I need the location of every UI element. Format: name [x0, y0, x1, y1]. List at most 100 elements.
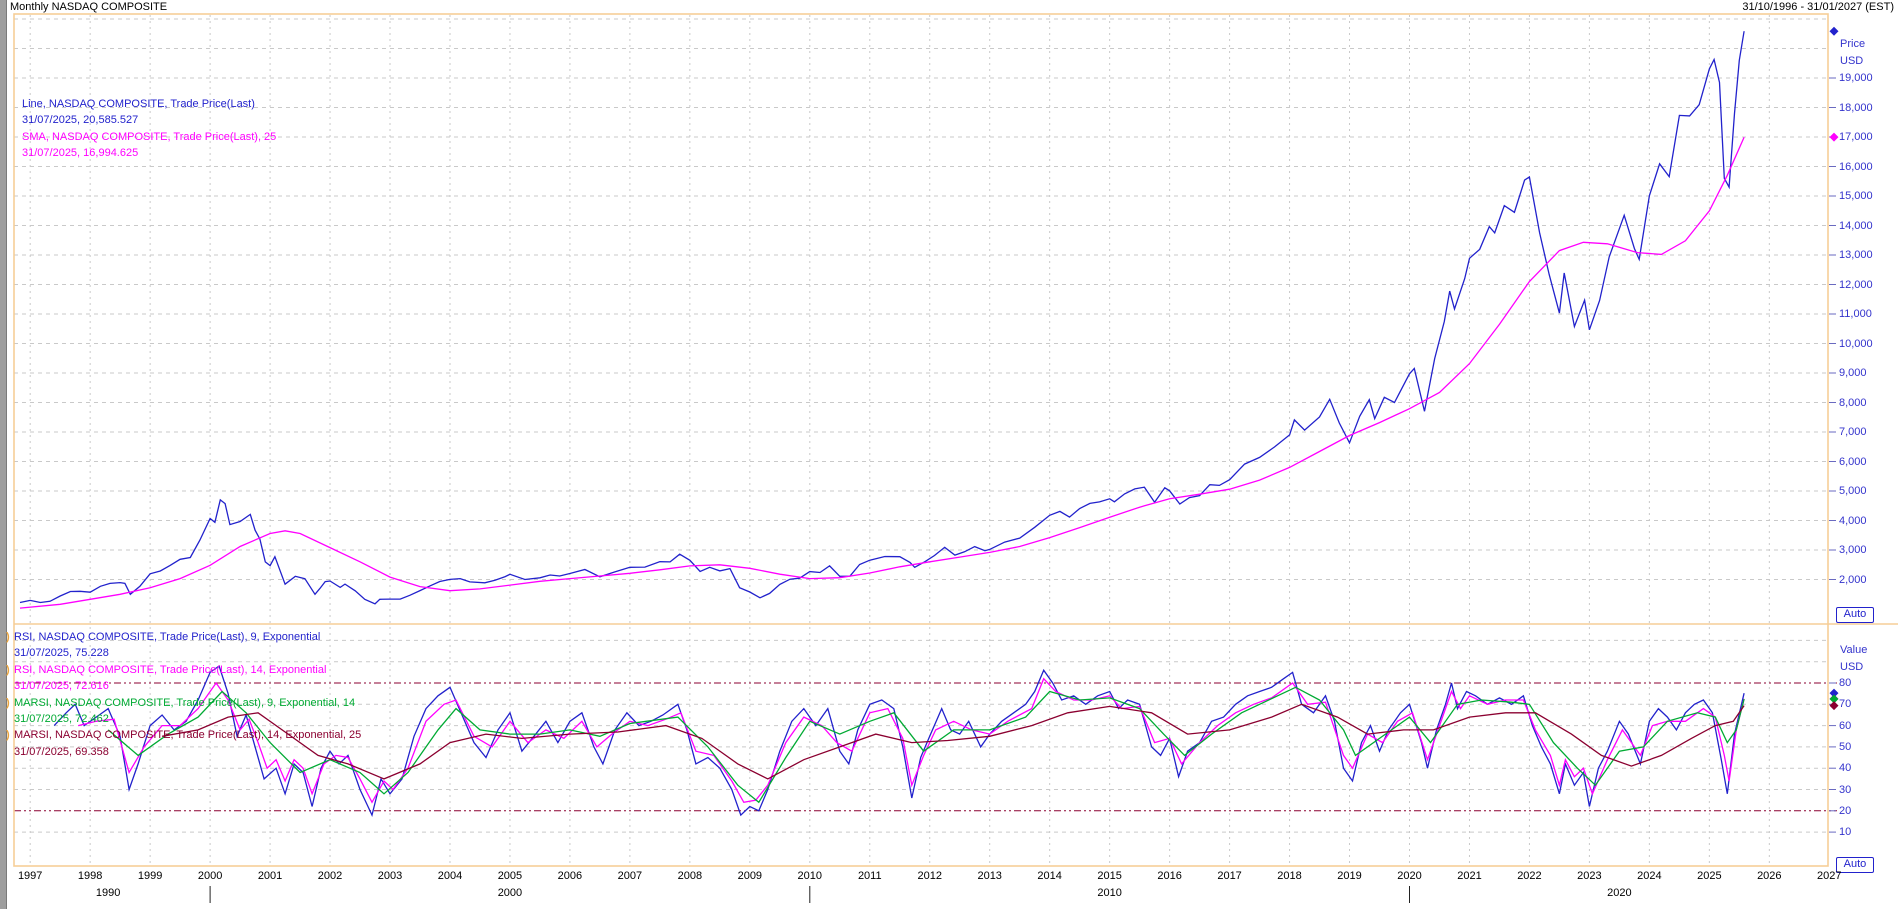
value-tick-label: 50	[1839, 740, 1852, 753]
decade-label: 2010	[1097, 887, 1122, 899]
year-label: 2021	[1457, 870, 1482, 882]
price-tick-label: 11,000	[1839, 308, 1872, 320]
value-tick-label: 30	[1839, 783, 1852, 796]
price-tick-label: 12,000	[1839, 278, 1873, 291]
year-label: 1997	[17, 870, 43, 882]
value-tick-label: 70	[1839, 698, 1852, 711]
price-tick-label: 3,000	[1839, 544, 1867, 556]
value-tick-label: 60	[1839, 719, 1852, 732]
series-line	[107, 686, 1745, 804]
price-tick-label: 4,000	[1839, 514, 1867, 527]
rsi-legend-entry-1[interactable]: ) RSI, NASDAQ COMPOSITE, Trade Price(Last…	[6, 662, 361, 678]
year-label: 1998	[77, 870, 103, 882]
price-tick-label: 9,000	[1839, 367, 1867, 379]
price-axis-title: Price	[1840, 38, 1866, 50]
year-label: 2024	[1637, 870, 1662, 882]
indicator-bracket-icon: )	[6, 696, 10, 709]
rsi-legend-entry-3[interactable]: ) MARSI, NASDAQ COMPOSITE, Trade Price(La…	[6, 727, 361, 743]
year-label: 2004	[437, 870, 463, 882]
decade-label: 2000	[497, 887, 523, 899]
price-tick-label: 18,000	[1839, 101, 1873, 114]
price-legend-value: 31/07/2025, 16,994.625	[22, 147, 139, 160]
year-label: 2003	[377, 870, 403, 882]
price-legend-entry-1[interactable]: SMA, NASDAQ COMPOSITE, Trade Price(Last)…	[14, 129, 276, 145]
decade-label: 1990	[95, 887, 121, 899]
series-line	[161, 703, 1745, 780]
rsi-legend-entry-2[interactable]: ) MARSI, NASDAQ COMPOSITE, Trade Price(La…	[6, 695, 361, 711]
year-label: 2007	[617, 870, 643, 882]
panel-border	[13, 13, 1829, 867]
rsi-legend-label: RSI, NASDAQ COMPOSITE, Trade Price(Last)…	[14, 663, 327, 676]
year-label: 2010	[797, 870, 823, 882]
year-label: 2022	[1517, 870, 1542, 882]
last-value-marker	[1829, 26, 1839, 36]
year-label: 2020	[1397, 870, 1422, 882]
year-label: 2025	[1697, 870, 1722, 882]
value-autoscale-button[interactable]: Auto	[1836, 857, 1874, 873]
price-legend-label: SMA, NASDAQ COMPOSITE, Trade Price(Last)…	[22, 130, 277, 143]
year-label: 2012	[917, 870, 942, 882]
indicator-bracket-icon: )	[6, 663, 10, 676]
price-autoscale-button[interactable]: Auto	[1836, 607, 1874, 623]
price-tick-label: 14,000	[1839, 219, 1873, 232]
year-label: 2008	[677, 870, 703, 882]
value-axis-title: Value	[1840, 644, 1868, 656]
indicator-bracket-icon: )	[6, 729, 10, 742]
price-legend-entry-0[interactable]: Line, NASDAQ COMPOSITE, Trade Price(Last…	[14, 96, 276, 112]
last-value-marker	[1829, 701, 1839, 711]
price-tick-label: 6,000	[1839, 455, 1867, 468]
value-axis-unit: USD	[1840, 661, 1864, 673]
year-label: 2009	[737, 870, 763, 882]
price-tick-label: 17,000	[1839, 131, 1873, 143]
rsi-legend-value: 31/07/2025, 72.616	[14, 680, 109, 693]
year-label: 2002	[317, 870, 343, 882]
value-tick-label: 10	[1839, 826, 1852, 839]
series-line	[19, 136, 1745, 609]
year-label: 2013	[977, 870, 1002, 882]
year-label: 2011	[857, 870, 882, 882]
price-legend: Line, NASDAQ COMPOSITE, Trade Price(Last…	[14, 96, 276, 162]
price-axis-unit: USD	[1840, 55, 1864, 67]
last-value-marker	[1829, 694, 1839, 704]
decade-label: 2020	[1607, 887, 1632, 899]
year-label: 2017	[1217, 870, 1242, 882]
series-line	[78, 677, 1745, 804]
series-line	[53, 664, 1745, 818]
page-title: Monthly NASDAQ COMPOSITE	[10, 1, 168, 13]
year-label: 2015	[1097, 870, 1122, 882]
date-range-label: 31/10/1996 - 31/01/2027 (EST)	[1742, 1, 1894, 13]
rsi-legend-label: MARSI, NASDAQ COMPOSITE, Trade Price(Las…	[14, 696, 356, 709]
price-tick-label: 16,000	[1839, 160, 1873, 173]
indicator-bracket-icon: )	[6, 631, 10, 643]
price-tick-label: 19,000	[1839, 72, 1873, 84]
year-label: 2006	[557, 870, 583, 882]
price-tick-label: 13,000	[1839, 249, 1873, 261]
price-tick-label: 7,000	[1839, 426, 1867, 438]
year-label: 2023	[1577, 870, 1602, 882]
year-label: 2018	[1277, 870, 1302, 882]
price-tick-label: 5,000	[1839, 485, 1867, 497]
price-tick-label: 10,000	[1839, 337, 1873, 350]
year-label: 2000	[197, 870, 223, 882]
year-label: 1999	[137, 870, 163, 882]
year-label: 2027	[1817, 870, 1842, 882]
rsi-legend-entry-0[interactable]: ) RSI, NASDAQ COMPOSITE, Trade Price(Last…	[6, 629, 361, 645]
price-tick-label: 15,000	[1839, 190, 1873, 202]
price-legend-label: Line, NASDAQ COMPOSITE, Trade Price(Last…	[22, 98, 255, 110]
year-label: 2026	[1757, 870, 1782, 882]
rsi-legend-value: 31/07/2025, 75.228	[14, 647, 109, 660]
series-line	[19, 31, 1745, 605]
rsi-legend-value: 31/07/2025, 72.462	[14, 712, 109, 725]
rsi-legend: ) RSI, NASDAQ COMPOSITE, Trade Price(Last…	[6, 629, 361, 760]
rsi-legend-value: 31/07/2025, 69.358	[14, 745, 109, 758]
year-label: 2019	[1337, 870, 1362, 882]
price-tick-label: 8,000	[1839, 396, 1867, 409]
year-label: 2005	[497, 870, 523, 882]
value-tick-label: 40	[1839, 762, 1852, 775]
rsi-legend-label: RSI, NASDAQ COMPOSITE, Trade Price(Last)…	[14, 631, 321, 643]
value-tick-label: 80	[1839, 677, 1852, 689]
title-bar: Monthly NASDAQ COMPOSITE 31/10/1996 - 31…	[0, 0, 1898, 13]
price-legend-value: 31/07/2025, 20,585.527	[22, 114, 139, 127]
